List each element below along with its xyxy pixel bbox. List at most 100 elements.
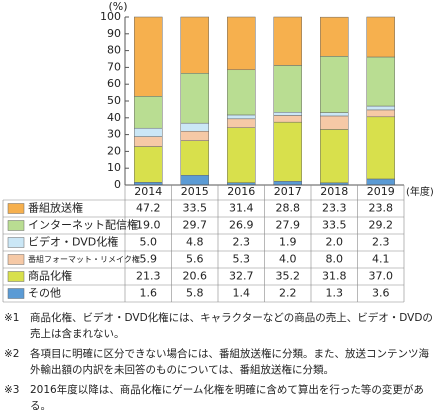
y-tick-label: 90 bbox=[107, 27, 121, 40]
table-value: 4.1 bbox=[372, 253, 390, 266]
y-tick-label: 80 bbox=[107, 44, 121, 57]
x-unit-label: (年度) bbox=[406, 185, 434, 198]
bar-segment bbox=[180, 140, 209, 176]
note: ※2 各項目に明確に区分できない場合には、番組放送権に分類。また、放送コンテンツ海… bbox=[4, 346, 436, 378]
note-marker: ※1 bbox=[4, 312, 20, 324]
y-tick-label: 100 bbox=[100, 10, 121, 23]
bar-segment bbox=[180, 73, 209, 124]
x-tick-label: 2017 bbox=[274, 185, 302, 198]
bar-segment bbox=[366, 116, 395, 180]
y-tick-label: 50 bbox=[107, 94, 121, 107]
legend-swatch bbox=[7, 254, 25, 265]
table-value: 2.3 bbox=[233, 236, 251, 249]
table-value: 29.7 bbox=[183, 219, 208, 232]
bar-segment bbox=[134, 136, 163, 147]
bar-segment bbox=[180, 175, 209, 186]
table-value: 2.0 bbox=[326, 236, 344, 249]
table-value: 23.8 bbox=[369, 202, 394, 215]
y-tick-label: 30 bbox=[107, 128, 121, 141]
legend-label: ビデオ・DVD化権 bbox=[28, 235, 118, 249]
table-value: 2.3 bbox=[372, 236, 390, 249]
note-text: 商品化権、ビデオ・DVD化権には、キャラクターなどの商品の売上、ビデオ・DVDの… bbox=[30, 312, 433, 340]
legend-label: インターネット配信権 bbox=[28, 218, 138, 232]
table-value: 19.0 bbox=[136, 219, 161, 232]
legend-swatch bbox=[7, 237, 25, 248]
table-value: 35.2 bbox=[276, 270, 301, 283]
legend-swatch bbox=[7, 220, 25, 231]
bar-segment bbox=[273, 65, 302, 113]
x-tick-label: 2016 bbox=[227, 185, 255, 198]
bar-segment bbox=[273, 112, 302, 116]
note-marker: ※2 bbox=[4, 348, 20, 360]
x-tick-label: 2014 bbox=[134, 185, 162, 198]
y-unit-label: (%) bbox=[108, 0, 127, 13]
x-tick-label: 2018 bbox=[320, 185, 348, 198]
bar-segment bbox=[227, 69, 256, 116]
legend-label: 番組放送権 bbox=[28, 201, 83, 215]
legend-swatch bbox=[7, 288, 25, 299]
note-text: 各項目に明確に区分できない場合には、番組放送権に分類。また、放送コンテンツ海外輸… bbox=[30, 348, 429, 376]
table-value: 5.6 bbox=[186, 253, 204, 266]
table-value: 27.9 bbox=[276, 219, 301, 232]
bar-segment bbox=[273, 16, 302, 66]
table-value: 8.0 bbox=[326, 253, 344, 266]
table-value: 21.3 bbox=[136, 270, 161, 283]
table-value: 5.3 bbox=[233, 253, 251, 266]
bar-segment bbox=[227, 118, 256, 128]
table-value: 37.0 bbox=[369, 270, 394, 283]
table-value: 1.3 bbox=[326, 287, 344, 300]
bar-segment bbox=[366, 109, 395, 118]
table-value: 5.8 bbox=[186, 287, 204, 300]
bar-segment bbox=[227, 127, 256, 183]
legend-label: その他 bbox=[28, 287, 61, 300]
bar-segment bbox=[134, 16, 163, 97]
y-tick-label: 10 bbox=[107, 161, 121, 174]
table-value: 4.8 bbox=[186, 236, 204, 249]
bar-segment bbox=[134, 127, 163, 137]
bar-segment bbox=[320, 115, 349, 130]
table-value: 1.4 bbox=[233, 287, 251, 300]
y-tick-label: 0 bbox=[114, 178, 121, 191]
legend-label: 商品化権 bbox=[28, 269, 72, 283]
notes: ※1 商品化権、ビデオ・DVD化権には、キャラクターなどの商品の売上、ビデオ・DV… bbox=[4, 310, 436, 418]
bar-segment bbox=[320, 16, 349, 57]
table-value: 47.2 bbox=[136, 202, 161, 215]
bar-segment bbox=[227, 114, 256, 120]
table-value: 1.9 bbox=[279, 236, 297, 249]
y-tick-label: 20 bbox=[107, 144, 121, 157]
bar-segment bbox=[366, 56, 395, 107]
y-tick-label: 70 bbox=[107, 60, 121, 73]
table-value: 31.4 bbox=[229, 202, 254, 215]
bar-segment bbox=[320, 56, 349, 113]
y-tick-label: 60 bbox=[107, 77, 121, 90]
bar-segment bbox=[134, 96, 163, 129]
chart: (%) (年度) 0 10 20 30 40 50 60 70 80 90 100 2014 2015 2… bbox=[2, 0, 434, 303]
table-value: 5.0 bbox=[140, 236, 158, 249]
table-value: 4.0 bbox=[279, 253, 297, 266]
table-value: 5.9 bbox=[140, 253, 158, 266]
note: ※1 商品化権、ビデオ・DVD化権には、キャラクターなどの商品の売上、ビデオ・DV… bbox=[4, 310, 436, 342]
table-value: 28.8 bbox=[276, 202, 301, 215]
x-tick-label: 2015 bbox=[181, 185, 209, 198]
note: ※3 2016年度以降は、商品化権にゲーム化権を明確に含めて算出を行った等の変更が… bbox=[4, 382, 436, 414]
table-value: 33.5 bbox=[322, 219, 347, 232]
bar-segment bbox=[227, 16, 256, 71]
table-value: 1.6 bbox=[140, 287, 158, 300]
table-value: 2.2 bbox=[279, 287, 297, 300]
table-value: 3.6 bbox=[372, 287, 390, 300]
bar-segment bbox=[366, 16, 395, 58]
bar-segment bbox=[320, 112, 349, 117]
bar-segment bbox=[134, 146, 163, 183]
bar-segment bbox=[273, 115, 302, 123]
table-value: 26.9 bbox=[229, 219, 254, 232]
bar-segment bbox=[180, 122, 209, 132]
table-value: 23.3 bbox=[322, 202, 347, 215]
bar-segment bbox=[180, 130, 209, 141]
legend-swatch bbox=[7, 203, 25, 214]
x-tick-label: 2019 bbox=[367, 185, 395, 198]
table-value: 31.8 bbox=[322, 270, 347, 283]
note-text: 2016年度以降は、商品化権にゲーム化権を明確に含めて算出を行った等の変更がある… bbox=[30, 384, 424, 412]
table-value: 33.5 bbox=[183, 202, 208, 215]
table-value: 29.2 bbox=[369, 219, 394, 232]
legend-label: 番組フォーマット・リメイク権 bbox=[28, 254, 140, 264]
